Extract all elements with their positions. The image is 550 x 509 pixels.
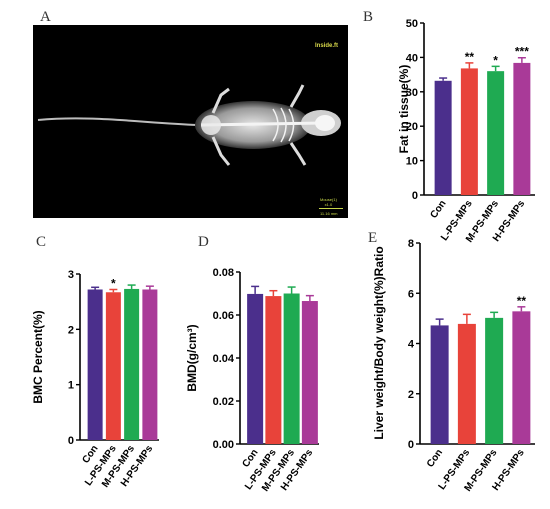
scale-text: Mouse(1) x1.0: [320, 197, 337, 207]
y-tick-label-B: 40: [406, 52, 418, 64]
scale-label: 11.16 mm: [320, 211, 338, 216]
x-tick-label-E: Con: [425, 447, 445, 469]
bar-B-M-PS-MPs: [487, 71, 505, 195]
bar-E-Con: [430, 325, 449, 444]
y-tick-label-E: 4: [408, 339, 415, 351]
bar-D-M-PS-MPs: [283, 293, 300, 444]
y-tick-label-D: 0.08: [213, 267, 234, 279]
y-tick-label-C: 1: [68, 380, 74, 392]
y-tick-label-B: 0: [412, 190, 418, 202]
bar-C-L-PS-MPs: [105, 292, 121, 440]
significance-B-H-PS-MPs: ***: [515, 45, 529, 59]
x-tick-label-B: Con: [428, 198, 448, 220]
panel-letter-e: E: [368, 230, 378, 246]
y-tick-label-B: 10: [406, 156, 418, 168]
bar-C-M-PS-MPs: [124, 288, 140, 440]
y-tick-label-D: 0.00: [213, 439, 234, 451]
panel-letter-c: C: [36, 234, 47, 250]
bar-D-Con: [247, 293, 264, 444]
y-tick-label-E: 2: [408, 389, 414, 401]
y-tick-label-E: 0: [408, 439, 414, 451]
scale-line-1: Mouse(1): [320, 197, 337, 202]
panel-letter-a: A: [40, 9, 51, 25]
scale-line-2: x1.0: [324, 202, 333, 207]
y-axis-label-B: Fat in tissue(%): [397, 65, 411, 154]
significance-C-L-PS-MPs: *: [111, 276, 116, 290]
xray-image: Inside.ft Mouse(1) x1.0 11.16 mm: [33, 25, 348, 218]
y-tick-label-D: 0.02: [213, 396, 234, 408]
scale-bar: [319, 208, 343, 209]
y-tick-label-D: 0.06: [213, 310, 234, 322]
y-tick-label-C: 2: [68, 324, 74, 336]
bar-C-H-PS-MPs: [142, 289, 158, 440]
y-tick-label-B: 50: [406, 18, 418, 30]
xray-label: Inside.ft: [314, 43, 338, 49]
bar-B-Con: [434, 80, 452, 195]
bar-E-L-PS-MPs: [457, 323, 476, 444]
y-tick-label-B: 20: [406, 121, 418, 133]
bar-B-H-PS-MPs: [513, 62, 531, 196]
y-tick-label-C: 3: [68, 269, 74, 281]
y-tick-label-D: 0.04: [213, 353, 235, 365]
panel-letter-b: B: [363, 9, 374, 25]
mouse-xray-silhouette: [37, 84, 341, 166]
y-tick-label-C: 0: [68, 435, 74, 447]
y-tick-label-E: 6: [408, 288, 414, 300]
y-tick-label-B: 30: [406, 87, 418, 99]
y-axis-label-C: BMC Percent(%): [31, 310, 45, 403]
bar-D-H-PS-MPs: [301, 301, 318, 444]
bar-D-L-PS-MPs: [265, 296, 282, 444]
bar-E-M-PS-MPs: [485, 317, 504, 444]
bar-B-L-PS-MPs: [460, 68, 478, 195]
y-axis-label-D: BMD(g/cm³): [185, 324, 199, 391]
y-axis-label-E: Liver weight/Body weight(%)Ratio: [372, 246, 386, 439]
bar-E-H-PS-MPs: [512, 311, 531, 444]
significance-B-L-PS-MPs: **: [465, 50, 475, 64]
panel-letter-d: D: [198, 234, 209, 250]
significance-E-H-PS-MPs: **: [517, 294, 527, 308]
significance-B-M-PS-MPs: *: [493, 53, 498, 67]
bar-C-Con: [87, 289, 103, 440]
y-tick-label-E: 8: [408, 238, 414, 250]
